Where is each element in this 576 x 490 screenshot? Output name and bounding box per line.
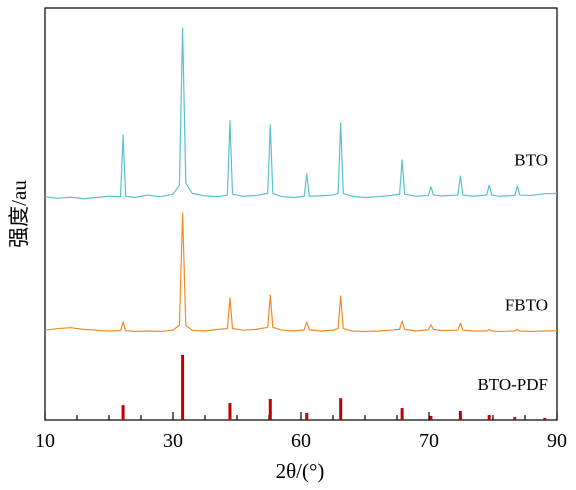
x-tick-label: 70 — [419, 430, 439, 452]
x-tick-label: 90 — [547, 430, 567, 452]
xrd-line — [44, 212, 558, 333]
x-tick-label: 60 — [291, 430, 311, 452]
series-label: BTO — [514, 150, 548, 169]
y-axis-label: 强度/au — [7, 180, 31, 248]
series-label: BTO-PDF — [477, 375, 548, 394]
xrd-line — [44, 27, 558, 200]
x-tick-label: 30 — [163, 430, 183, 452]
plot-frame — [44, 7, 558, 421]
series-label: FBTO — [505, 296, 548, 315]
x-tick-label: 10 — [35, 430, 55, 452]
x-axis-label: 2θ/(°) — [276, 459, 325, 483]
